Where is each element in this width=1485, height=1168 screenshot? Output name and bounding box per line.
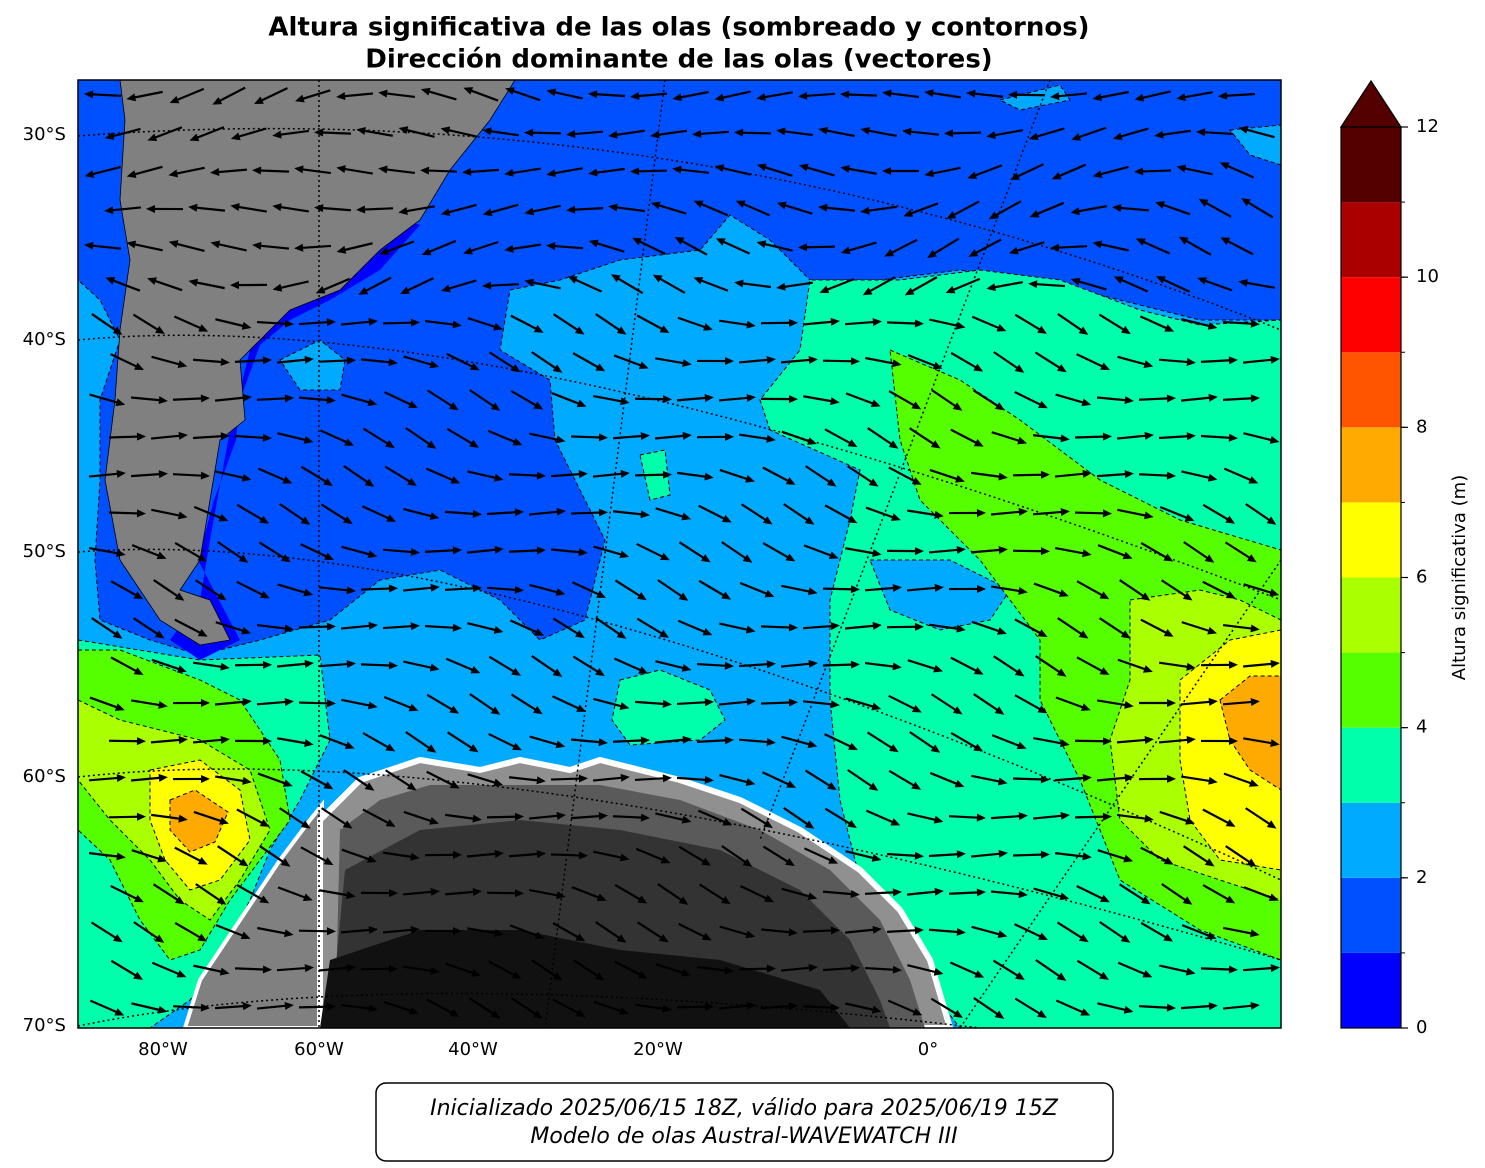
wave-vector <box>761 626 793 627</box>
lon-label: 60°W <box>294 1039 344 1060</box>
wave-vector <box>551 854 583 855</box>
colorbar-band <box>1341 127 1401 202</box>
colorbar-tick-label: 8 <box>1416 416 1427 437</box>
wave-vector <box>635 475 667 476</box>
title-line: Altura significativa de las olas (sombre… <box>268 13 1089 43</box>
wave-vector <box>739 969 771 970</box>
wave-vector <box>257 170 289 171</box>
colorbar-band <box>1341 953 1401 1028</box>
wave-vector <box>361 208 393 209</box>
colorbar-tick-label: 12 <box>1416 116 1439 137</box>
wave-vector <box>1139 474 1171 476</box>
wave-vector <box>299 1007 331 1008</box>
wave-vector <box>1139 398 1171 399</box>
wave-vector <box>845 94 877 95</box>
wave-vector <box>803 1006 835 1007</box>
wave-vector <box>887 322 919 323</box>
wave-vector <box>739 133 771 134</box>
footer-line: Modelo de olas Austral-WAVEWATCH III <box>530 1124 957 1149</box>
footer-line: Inicializado 2025/06/15 18Z, válido para… <box>430 1096 1059 1121</box>
wave-vector <box>571 512 603 513</box>
wave-vector <box>509 550 541 551</box>
wave-vector <box>173 398 205 399</box>
wave-vector <box>677 1007 709 1008</box>
lat-label: 60°S <box>23 766 66 787</box>
lon-label: 0° <box>918 1039 938 1060</box>
wave-vector <box>299 627 331 628</box>
wave-vector <box>823 361 855 362</box>
colorbar-tick-label: 4 <box>1416 717 1427 738</box>
colorbar-extension <box>1341 81 1401 127</box>
lat-label: 50°S <box>23 541 66 562</box>
wave-vector <box>1013 95 1045 96</box>
wave-vector <box>1013 854 1045 855</box>
wave-vector <box>361 664 393 665</box>
wave-vector <box>109 513 141 514</box>
wave-vector <box>529 133 561 134</box>
colorbar-band <box>1341 352 1401 427</box>
wave-vector <box>551 778 583 779</box>
wave-vector <box>235 968 267 969</box>
colorbar-band <box>1341 202 1401 277</box>
colorbar-tick-label: 10 <box>1416 266 1439 287</box>
colorbar-band <box>1341 578 1401 653</box>
wave-vector <box>319 360 351 361</box>
wave-vector <box>1139 170 1171 171</box>
colorbar-band <box>1341 803 1401 878</box>
title-line: Dirección dominante de las olas (vectore… <box>365 45 992 75</box>
wave-vector <box>949 133 981 134</box>
wave-vector <box>1013 475 1045 476</box>
colorbar-band <box>1341 728 1401 803</box>
wave-vector <box>613 740 645 741</box>
wave-vector <box>803 930 835 931</box>
wave-vector <box>109 436 141 437</box>
wave-vector <box>425 170 457 171</box>
wave-vector <box>803 247 835 248</box>
wave-vector <box>635 171 667 172</box>
lat-label: 30°S <box>23 124 66 145</box>
wave-vector <box>319 132 351 133</box>
colorbar-band <box>1341 427 1401 502</box>
wave-vector <box>109 817 141 818</box>
footer-box <box>376 1083 1113 1161</box>
lat-label: 40°S <box>23 329 66 350</box>
colorbar-tick-label: 2 <box>1416 867 1427 888</box>
wave-vector <box>761 702 793 703</box>
colorbar-band <box>1341 653 1401 728</box>
wave-vector <box>299 703 331 704</box>
wave-vector <box>1075 817 1107 818</box>
lon-label: 80°W <box>138 1039 188 1060</box>
wave-vector <box>823 589 855 590</box>
lon-label: 20°W <box>633 1039 683 1060</box>
wave-vector <box>299 931 331 932</box>
wave-vector <box>571 436 603 437</box>
wave-vector <box>487 817 519 818</box>
wave-vector <box>383 323 415 324</box>
colorbar-label: Altura significativa (m) <box>1449 475 1470 680</box>
wave-vector <box>361 588 393 589</box>
wave-vector <box>1013 779 1045 780</box>
map <box>78 80 1281 1028</box>
colorbar-band <box>1341 502 1401 577</box>
colorbar-band <box>1341 878 1401 953</box>
lon-label: 40°W <box>448 1039 498 1060</box>
colorbar: 0 2 4 6 8 10 12 Altura significativa (m) <box>1341 81 1470 1038</box>
wave-vector <box>1075 437 1107 438</box>
wave-vector <box>1075 741 1107 742</box>
colorbar-band <box>1341 277 1401 352</box>
wave-vector <box>823 665 855 666</box>
colorbar-tick-label: 6 <box>1416 567 1427 588</box>
wave-vector <box>1075 513 1107 514</box>
colorbar-tick-label: 0 <box>1416 1017 1427 1038</box>
wave-vector <box>509 474 541 476</box>
wave-vector <box>949 892 981 893</box>
lat-label: 70°S <box>23 1015 66 1036</box>
wave-vector <box>613 816 645 818</box>
wave-vector <box>1201 968 1233 969</box>
